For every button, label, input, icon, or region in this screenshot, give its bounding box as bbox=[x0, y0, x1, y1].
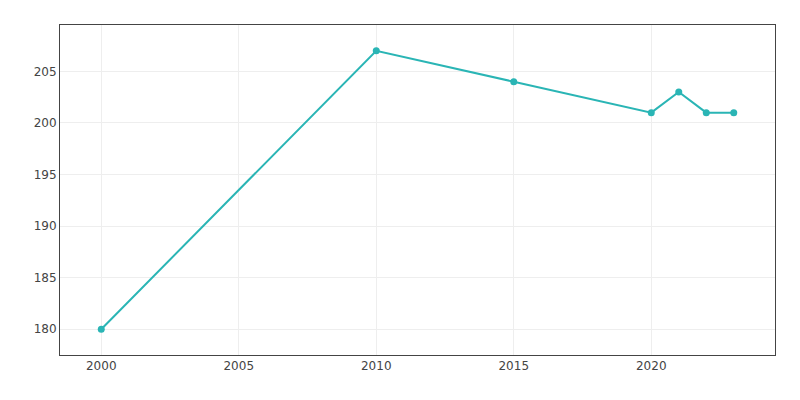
svg-text:195: 195 bbox=[34, 168, 57, 182]
svg-text:205: 205 bbox=[34, 65, 57, 79]
svg-text:2000: 2000 bbox=[86, 359, 117, 373]
svg-text:2005: 2005 bbox=[223, 359, 254, 373]
svg-text:185: 185 bbox=[34, 271, 57, 285]
svg-text:190: 190 bbox=[34, 219, 57, 233]
svg-text:200: 200 bbox=[34, 116, 57, 130]
svg-text:2015: 2015 bbox=[498, 359, 529, 373]
svg-text:180: 180 bbox=[34, 322, 57, 336]
svg-text:2010: 2010 bbox=[361, 359, 392, 373]
svg-text:2020: 2020 bbox=[636, 359, 667, 373]
